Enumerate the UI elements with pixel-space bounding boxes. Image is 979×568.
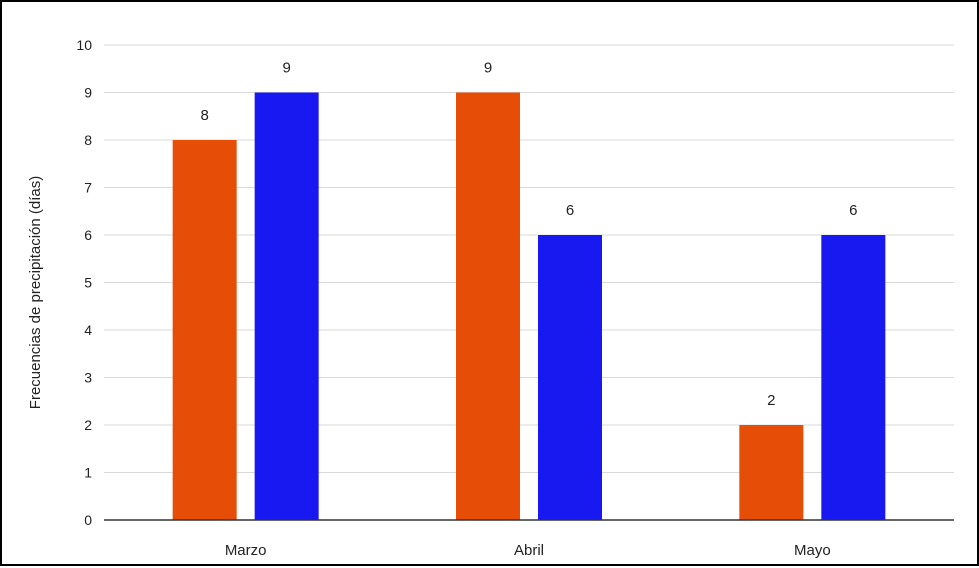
data-label: 9 [282,60,290,77]
y-tick-label: 9 [84,85,92,101]
y-tick-label: 6 [84,227,92,243]
gridlines [104,44,954,473]
bar [821,235,886,520]
data-label: 6 [849,202,857,219]
x-category-label: Mayo [794,542,831,559]
data-label: 8 [200,107,208,124]
y-tick-label: 4 [84,322,92,338]
y-tick-label: 5 [84,275,92,291]
data-labels: 8 9 9 6 2 6 [200,60,857,410]
y-axis-ticks: 0 1 2 3 4 5 6 7 8 9 10 [76,37,92,528]
bars [172,92,886,520]
bar [456,92,520,520]
bar [254,92,319,520]
y-tick-label: 10 [76,37,92,53]
x-axis-categories: Marzo Abril Mayo [225,542,831,559]
y-tick-label: 8 [84,132,92,148]
bar [739,425,804,520]
x-category-label: Marzo [225,542,267,559]
y-axis-label: Frecuencias de precipitación (días) [27,176,44,409]
y-tick-label: 1 [84,465,92,481]
y-tick-label: 7 [84,180,92,196]
data-label: 9 [484,60,492,77]
bar [172,140,237,520]
data-label: 6 [566,202,574,219]
x-category-label: Abril [514,542,544,559]
data-label: 2 [767,392,775,409]
y-tick-label: 3 [84,370,92,386]
y-tick-label: 0 [84,512,92,528]
y-tick-label: 2 [84,417,92,433]
bar [538,235,602,520]
